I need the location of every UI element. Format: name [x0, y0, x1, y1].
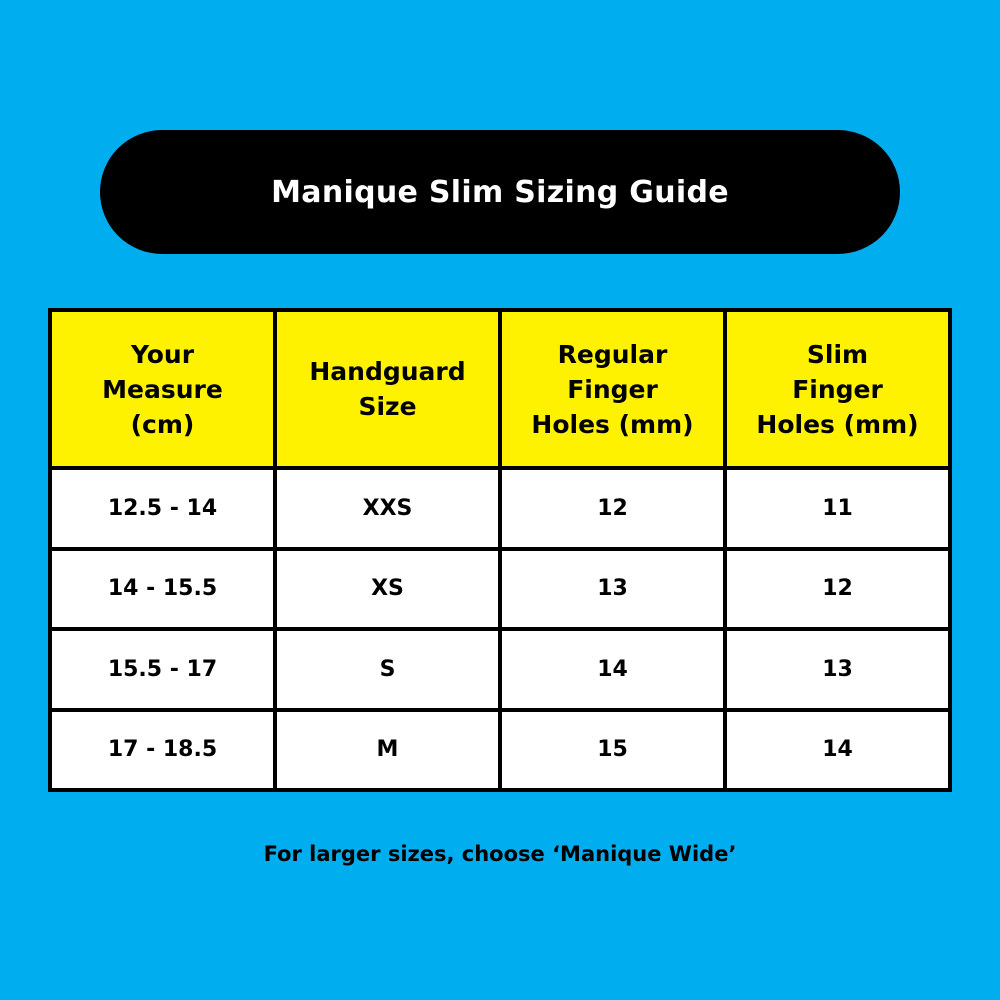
header-line: Holes (mm) [531, 409, 694, 439]
header-line: Slim [806, 339, 869, 369]
cell-slim: 12 [723, 546, 952, 631]
cell-slim: 11 [723, 466, 952, 551]
table-row: 12.5 - 14 XXS 12 11 [48, 466, 952, 551]
header-handguard-size: Handguard Size [273, 308, 502, 470]
cell-measure: 12.5 - 14 [48, 466, 277, 551]
header-line: Holes (mm) [756, 409, 919, 439]
cell-size: XXS [273, 466, 502, 551]
sizing-table: Your Measure (cm) Handguard Size Regular Fin… [48, 308, 952, 792]
header-line: Your [130, 339, 195, 369]
header-row: Your Measure (cm) Handguard Size Regular Fin… [48, 308, 952, 470]
table-row: 17 - 18.5 M 15 14 [48, 707, 952, 792]
cell-slim: 14 [723, 707, 952, 792]
cell-measure: 15.5 - 17 [48, 627, 277, 712]
header-line: (cm) [130, 409, 195, 439]
table-row: 15.5 - 17 S 14 13 [48, 627, 952, 712]
header-line: Finger [567, 374, 658, 404]
page-title: Manique Slim Sizing Guide [271, 174, 729, 210]
header-your-measure: Your Measure (cm) [48, 308, 277, 470]
cell-regular: 13 [498, 546, 727, 631]
cell-size: M [273, 707, 502, 792]
cell-regular: 14 [498, 627, 727, 712]
cell-regular: 15 [498, 707, 727, 792]
header-line: Measure [102, 374, 223, 404]
header-line: Size [358, 392, 417, 421]
cell-measure: 17 - 18.5 [48, 707, 277, 792]
cell-measure: 14 - 15.5 [48, 546, 277, 631]
header-line: Handguard [309, 357, 466, 386]
footnote: For larger sizes, choose ‘Manique Wide’ [263, 842, 737, 866]
cell-size: XS [273, 546, 502, 631]
cell-regular: 12 [498, 466, 727, 551]
table-row: 14 - 15.5 XS 13 12 [48, 546, 952, 631]
header-line: Regular [557, 339, 668, 369]
header-slim-finger-holes: Slim Finger Holes (mm) [723, 308, 952, 470]
cell-size: S [273, 627, 502, 712]
cell-slim: 13 [723, 627, 952, 712]
header-regular-finger-holes: Regular Finger Holes (mm) [498, 308, 727, 470]
title-banner: Manique Slim Sizing Guide [100, 130, 900, 254]
header-line: Finger [792, 374, 883, 404]
